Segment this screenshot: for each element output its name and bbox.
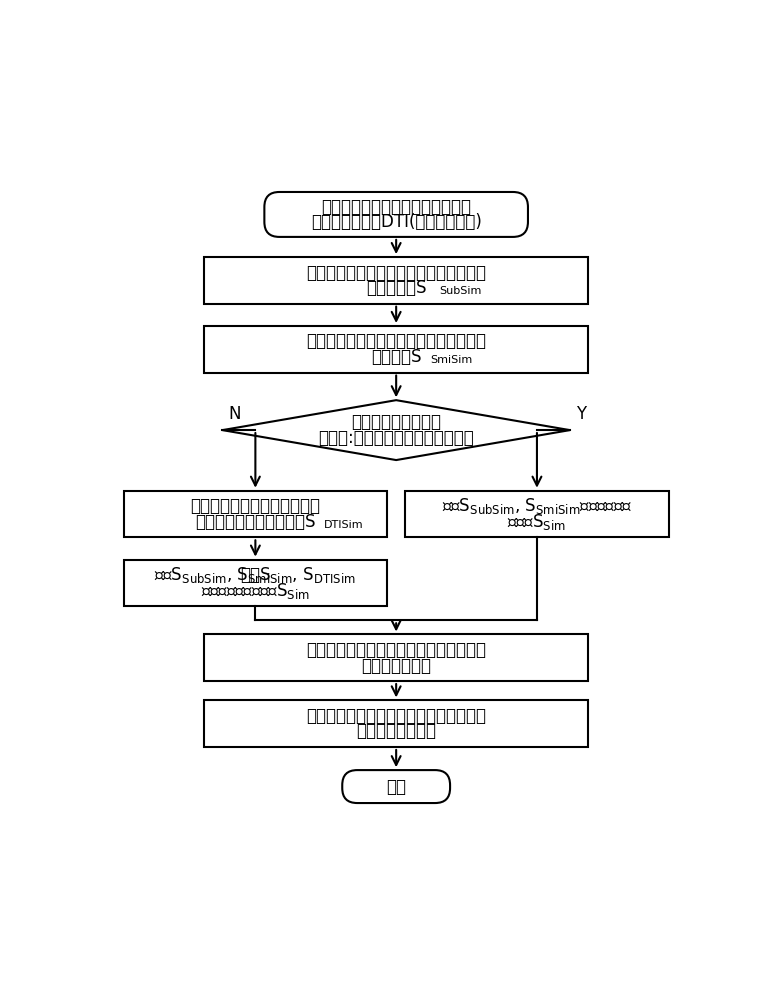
Text: 预测的药物是否全新: 预测的药物是否全新 xyxy=(351,413,441,431)
Text: 通过所有药物子结构数据构建药物子结构: 通过所有药物子结构数据构建药物子结构 xyxy=(306,264,486,282)
Text: DTISim: DTISim xyxy=(325,520,364,530)
Bar xyxy=(124,491,387,537)
Bar xyxy=(205,634,588,681)
Bar xyxy=(405,491,669,537)
Text: 集成药物相似性矩阵S$_{\mathrm{Sim}}$: 集成药物相似性矩阵S$_{\mathrm{Sim}}$ xyxy=(201,581,310,601)
Text: SubSim: SubSim xyxy=(439,286,482,296)
FancyBboxPatch shape xyxy=(342,770,450,803)
Bar xyxy=(205,700,588,747)
Text: 通过S$_{\mathrm{SubSim}}$, S$_{\mathrm{SmiSim}}$, S$_{\mathrm{DTISim}}$: 通过S$_{\mathrm{SubSim}}$, S$_{\mathrm{Smi… xyxy=(155,565,356,585)
Text: 测药物的靶标关系: 测药物的靶标关系 xyxy=(356,722,436,740)
Text: 根据计算的药物靶标关系分数排序给出预: 根据计算的药物靶标关系分数排序给出预 xyxy=(306,707,486,725)
Text: 通过S: 通过S xyxy=(240,566,271,584)
Text: 通过已知的药物靶标关系构建: 通过已知的药物靶标关系构建 xyxy=(190,497,320,515)
Text: 输入：药物的子结构、分子字符描: 输入：药物的子结构、分子字符描 xyxy=(321,198,472,216)
Bar xyxy=(205,257,588,304)
Text: 结束: 结束 xyxy=(386,778,406,796)
Text: 药物靶标关系相似性矩阵S: 药物靶标关系相似性矩阵S xyxy=(195,513,315,531)
Text: 似性矩阵S: 似性矩阵S xyxy=(371,348,421,366)
Text: N: N xyxy=(229,405,241,423)
Text: 通过所有药物的分子字符描述信息构建相: 通过所有药物的分子字符描述信息构建相 xyxy=(306,332,486,350)
Text: 根据集成的药物相似性数据计算预测药物: 根据集成的药物相似性数据计算预测药物 xyxy=(306,641,486,659)
Bar xyxy=(124,560,387,606)
Polygon shape xyxy=(223,400,570,460)
Text: 性矩阵S$_{\mathrm{Sim}}$: 性矩阵S$_{\mathrm{Sim}}$ xyxy=(507,512,567,532)
Bar xyxy=(205,326,588,373)
Text: 述信息、已知的DTI(药物靶标关系): 述信息、已知的DTI(药物靶标关系) xyxy=(311,213,482,231)
FancyBboxPatch shape xyxy=(264,192,528,237)
Text: （全新:该药物无已知的靶标关系）: （全新:该药物无已知的靶标关系） xyxy=(318,429,474,447)
Text: Y: Y xyxy=(576,405,586,423)
Text: 的靶标关系分数: 的靶标关系分数 xyxy=(361,657,431,675)
Text: SmiSim: SmiSim xyxy=(431,355,472,365)
Text: 相似性矩阵S: 相似性矩阵S xyxy=(366,279,427,297)
Text: 通过S$_{\mathrm{SubSim}}$, S$_{\mathrm{SmiSim}}$集成药物相似: 通过S$_{\mathrm{SubSim}}$, S$_{\mathrm{Smi… xyxy=(442,496,632,516)
